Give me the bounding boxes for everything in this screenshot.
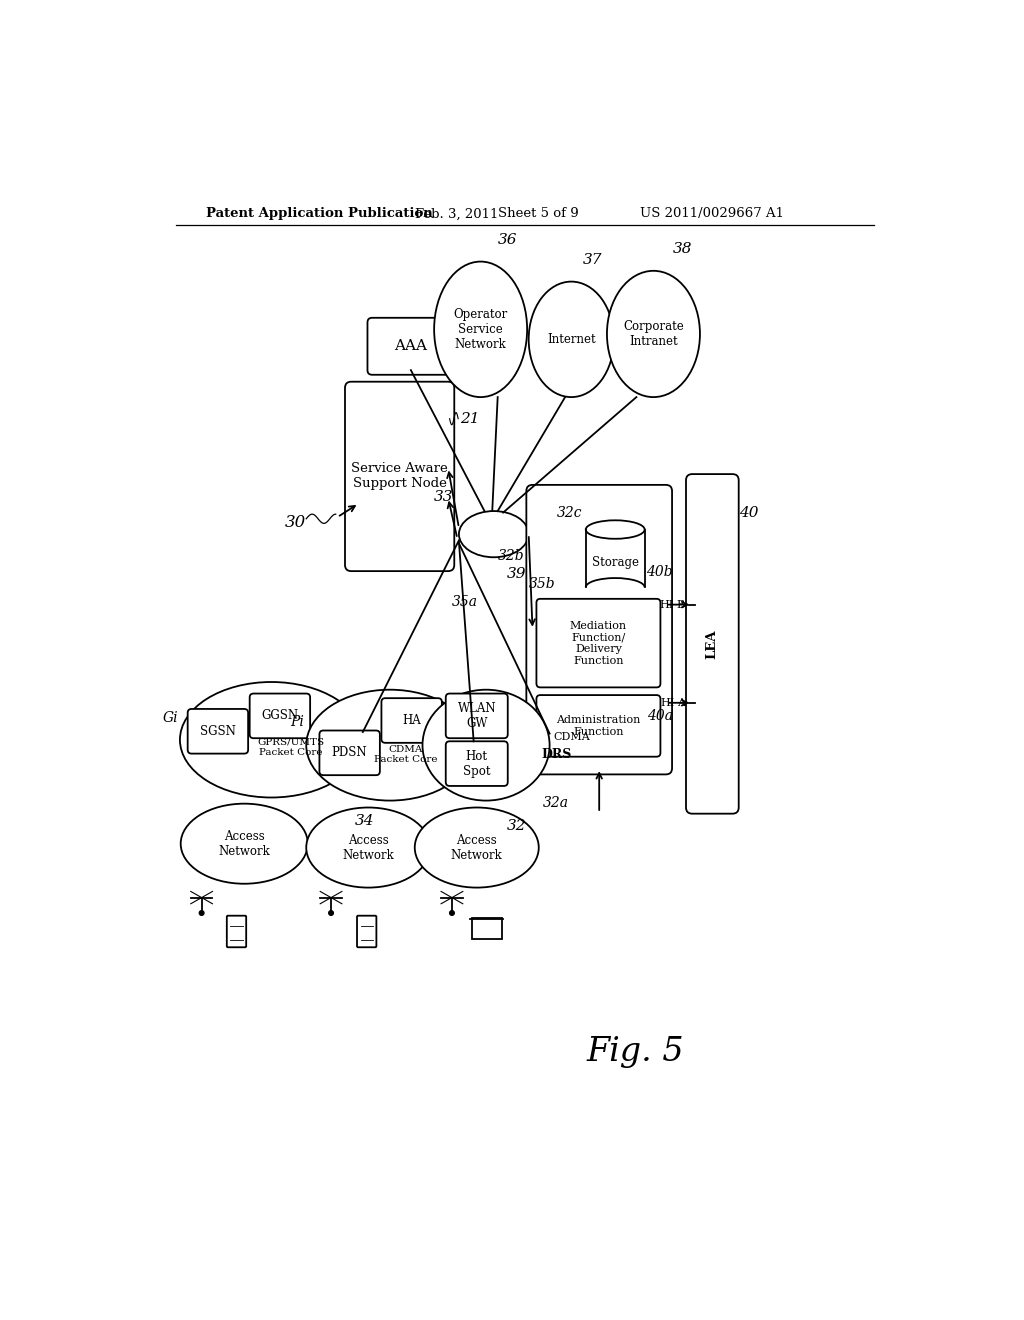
Ellipse shape <box>607 271 700 397</box>
Text: Sheet 5 of 9: Sheet 5 of 9 <box>499 207 580 220</box>
Text: Administration
Function: Administration Function <box>556 715 641 737</box>
Text: AAA: AAA <box>394 339 427 354</box>
Circle shape <box>329 911 334 915</box>
Text: CDMA: CDMA <box>554 733 590 742</box>
FancyBboxPatch shape <box>472 917 502 939</box>
Ellipse shape <box>306 690 474 800</box>
Text: 32b: 32b <box>498 549 524 564</box>
Text: Pi: Pi <box>290 715 304 729</box>
FancyBboxPatch shape <box>319 730 380 775</box>
Text: HI-B: HI-B <box>659 599 686 610</box>
Text: Access
Network: Access Network <box>451 833 503 862</box>
Text: PDSN: PDSN <box>332 746 368 759</box>
Text: 32a: 32a <box>543 796 568 810</box>
FancyBboxPatch shape <box>368 318 455 375</box>
Text: HA: HA <box>402 714 421 727</box>
Text: Storage: Storage <box>592 556 639 569</box>
FancyBboxPatch shape <box>381 698 442 743</box>
FancyBboxPatch shape <box>526 484 672 775</box>
Ellipse shape <box>528 281 614 397</box>
Text: 32: 32 <box>507 818 526 833</box>
Text: Access
Network: Access Network <box>342 833 394 862</box>
Text: 40a: 40a <box>646 709 673 723</box>
Text: 38: 38 <box>673 243 692 256</box>
Text: 39: 39 <box>507 568 526 581</box>
FancyBboxPatch shape <box>357 916 377 948</box>
Text: Service Aware
Support Node: Service Aware Support Node <box>351 462 449 491</box>
Ellipse shape <box>180 682 362 797</box>
Text: Gi: Gi <box>163 711 178 725</box>
Text: Mediation
Function/
Delivery
Function: Mediation Function/ Delivery Function <box>570 620 627 665</box>
Text: Feb. 3, 2011: Feb. 3, 2011 <box>415 207 498 220</box>
Text: 33: 33 <box>434 490 454 504</box>
Text: 32c: 32c <box>556 506 582 520</box>
Ellipse shape <box>423 690 550 800</box>
Text: GGSN: GGSN <box>261 709 298 722</box>
Bar <box>586 529 645 587</box>
FancyBboxPatch shape <box>250 693 310 738</box>
Text: Access
Network: Access Network <box>218 830 270 858</box>
Text: 35a: 35a <box>452 595 477 609</box>
Text: Patent Application Publication: Patent Application Publication <box>206 207 432 220</box>
FancyBboxPatch shape <box>187 709 248 754</box>
Text: 40b: 40b <box>646 565 673 579</box>
Text: 37: 37 <box>584 253 603 267</box>
FancyBboxPatch shape <box>686 474 738 813</box>
Ellipse shape <box>180 804 308 884</box>
Text: 21: 21 <box>460 412 479 425</box>
Text: Hot
Spot: Hot Spot <box>463 750 490 777</box>
Text: WLAN
GW: WLAN GW <box>458 702 496 730</box>
Text: US 2011/0029667 A1: US 2011/0029667 A1 <box>640 207 783 220</box>
Text: 30: 30 <box>285 513 306 531</box>
Text: CDMA
Packet Core: CDMA Packet Core <box>374 744 437 764</box>
Ellipse shape <box>306 808 430 887</box>
Ellipse shape <box>415 808 539 887</box>
FancyBboxPatch shape <box>345 381 455 572</box>
FancyBboxPatch shape <box>537 696 660 756</box>
Text: DRS: DRS <box>542 748 572 760</box>
Text: Corporate
Intranet: Corporate Intranet <box>623 319 684 348</box>
Text: Internet: Internet <box>547 333 596 346</box>
Text: HI-A: HI-A <box>660 698 686 708</box>
FancyBboxPatch shape <box>445 742 508 785</box>
FancyBboxPatch shape <box>537 599 660 688</box>
FancyBboxPatch shape <box>226 916 246 948</box>
Text: 36: 36 <box>498 234 517 247</box>
Text: LEA: LEA <box>706 630 719 659</box>
Text: SGSN: SGSN <box>200 725 236 738</box>
Ellipse shape <box>459 511 528 557</box>
Ellipse shape <box>586 520 645 539</box>
Circle shape <box>200 911 204 915</box>
Text: 35b: 35b <box>528 577 555 591</box>
Circle shape <box>450 911 455 915</box>
Text: GPRS/UMTS
Packet Core: GPRS/UMTS Packet Core <box>257 738 325 758</box>
FancyBboxPatch shape <box>445 693 508 738</box>
Ellipse shape <box>434 261 527 397</box>
Text: Fig. 5: Fig. 5 <box>587 1036 684 1068</box>
Text: Operator
Service
Network: Operator Service Network <box>454 308 508 351</box>
Text: 40: 40 <box>738 506 758 520</box>
Text: 34: 34 <box>354 813 374 828</box>
